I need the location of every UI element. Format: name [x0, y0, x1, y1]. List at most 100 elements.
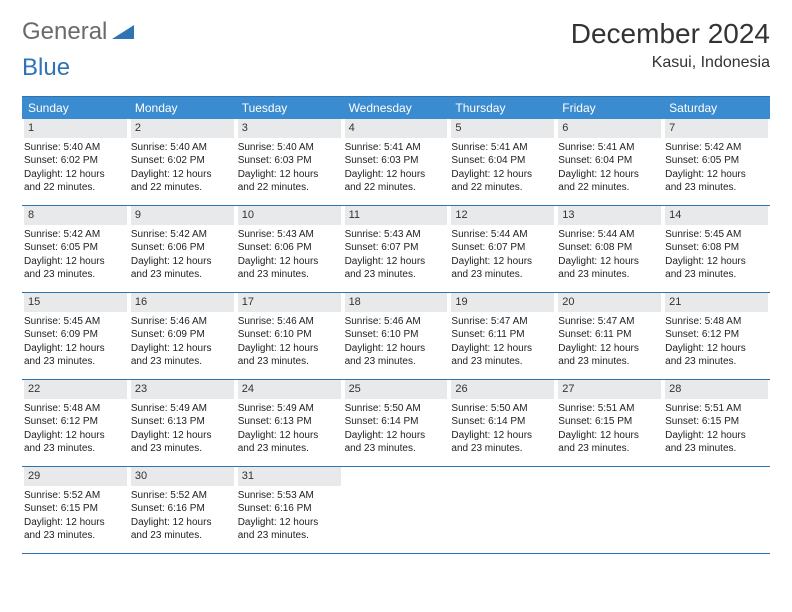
daylight-text: Daylight: 12 hours	[558, 168, 661, 182]
daylight-text: Daylight: 12 hours	[345, 429, 448, 443]
daylight-text: Daylight: 12 hours	[451, 429, 554, 443]
daylight-text: and 22 minutes.	[558, 181, 661, 195]
weekday-thursday: Thursday	[449, 97, 556, 119]
sunrise-text: Sunrise: 5:46 AM	[238, 315, 341, 329]
sunrise-text: Sunrise: 5:45 AM	[24, 315, 127, 329]
day-cell: 1Sunrise: 5:40 AMSunset: 6:02 PMDaylight…	[22, 119, 129, 205]
sunset-text: Sunset: 6:10 PM	[238, 328, 341, 342]
daylight-text: and 23 minutes.	[558, 442, 661, 456]
location: Kasui, Indonesia	[571, 54, 770, 72]
sunset-text: Sunset: 6:09 PM	[24, 328, 127, 342]
calendar: Sunday Monday Tuesday Wednesday Thursday…	[22, 96, 770, 554]
sunset-text: Sunset: 6:15 PM	[558, 415, 661, 429]
sunset-text: Sunset: 6:16 PM	[238, 502, 341, 516]
day-number: 27	[558, 380, 661, 399]
daylight-text: Daylight: 12 hours	[131, 429, 234, 443]
day-number: 11	[345, 206, 448, 225]
logo-triangle-icon	[112, 23, 134, 44]
weekday-friday: Friday	[556, 97, 663, 119]
day-number: 14	[665, 206, 768, 225]
day-cell: 29Sunrise: 5:52 AMSunset: 6:15 PMDayligh…	[22, 467, 129, 553]
daylight-text: and 23 minutes.	[451, 355, 554, 369]
day-number: 1	[24, 119, 127, 138]
day-cell: 28Sunrise: 5:51 AMSunset: 6:15 PMDayligh…	[663, 380, 770, 466]
daylight-text: Daylight: 12 hours	[558, 255, 661, 269]
daylight-text: and 22 minutes.	[451, 181, 554, 195]
day-number: 15	[24, 293, 127, 312]
sunrise-text: Sunrise: 5:48 AM	[665, 315, 768, 329]
sunrise-text: Sunrise: 5:40 AM	[24, 141, 127, 155]
daylight-text: Daylight: 12 hours	[24, 168, 127, 182]
sunset-text: Sunset: 6:07 PM	[345, 241, 448, 255]
day-cell	[556, 467, 663, 553]
day-cell: 21Sunrise: 5:48 AMSunset: 6:12 PMDayligh…	[663, 293, 770, 379]
sunset-text: Sunset: 6:04 PM	[451, 154, 554, 168]
sunrise-text: Sunrise: 5:42 AM	[665, 141, 768, 155]
daylight-text: Daylight: 12 hours	[451, 168, 554, 182]
daylight-text: and 23 minutes.	[558, 268, 661, 282]
day-number: 7	[665, 119, 768, 138]
day-cell: 17Sunrise: 5:46 AMSunset: 6:10 PMDayligh…	[236, 293, 343, 379]
weekday-wednesday: Wednesday	[343, 97, 450, 119]
day-cell: 22Sunrise: 5:48 AMSunset: 6:12 PMDayligh…	[22, 380, 129, 466]
day-cell: 9 Sunrise: 5:42 AMSunset: 6:06 PMDaylight…	[129, 206, 236, 292]
day-cell: 7Sunrise: 5:42 AMSunset: 6:05 PMDaylight…	[663, 119, 770, 205]
day-number: 9	[131, 206, 234, 225]
day-cell	[663, 467, 770, 553]
daylight-text: and 23 minutes.	[131, 529, 234, 543]
daylight-text: and 23 minutes.	[131, 355, 234, 369]
sunset-text: Sunset: 6:06 PM	[131, 241, 234, 255]
daylight-text: and 23 minutes.	[238, 442, 341, 456]
daylight-text: Daylight: 12 hours	[238, 168, 341, 182]
logo-text-blue: Blue	[22, 54, 70, 81]
day-number: 24	[238, 380, 341, 399]
daylight-text: Daylight: 12 hours	[238, 429, 341, 443]
logo: General	[22, 18, 136, 46]
day-number: 16	[131, 293, 234, 312]
day-number: 10	[238, 206, 341, 225]
sunrise-text: Sunrise: 5:45 AM	[665, 228, 768, 242]
sunset-text: Sunset: 6:04 PM	[558, 154, 661, 168]
week-row: 29Sunrise: 5:52 AMSunset: 6:15 PMDayligh…	[22, 467, 770, 554]
daylight-text: Daylight: 12 hours	[345, 342, 448, 356]
daylight-text: Daylight: 12 hours	[451, 255, 554, 269]
daylight-text: Daylight: 12 hours	[665, 255, 768, 269]
daylight-text: Daylight: 12 hours	[24, 255, 127, 269]
day-cell: 10Sunrise: 5:43 AMSunset: 6:06 PMDayligh…	[236, 206, 343, 292]
daylight-text: Daylight: 12 hours	[131, 255, 234, 269]
daylight-text: Daylight: 12 hours	[345, 255, 448, 269]
daylight-text: Daylight: 12 hours	[345, 168, 448, 182]
day-number: 12	[451, 206, 554, 225]
sunrise-text: Sunrise: 5:42 AM	[131, 228, 234, 242]
sunrise-text: Sunrise: 5:46 AM	[345, 315, 448, 329]
day-number: 23	[131, 380, 234, 399]
sunset-text: Sunset: 6:10 PM	[345, 328, 448, 342]
daylight-text: and 23 minutes.	[238, 268, 341, 282]
sunrise-text: Sunrise: 5:50 AM	[451, 402, 554, 416]
day-number: 3	[238, 119, 341, 138]
week-row: 15Sunrise: 5:45 AMSunset: 6:09 PMDayligh…	[22, 293, 770, 380]
sunrise-text: Sunrise: 5:42 AM	[24, 228, 127, 242]
day-cell: 31Sunrise: 5:53 AMSunset: 6:16 PMDayligh…	[236, 467, 343, 553]
day-number: 6	[558, 119, 661, 138]
day-number: 13	[558, 206, 661, 225]
sunrise-text: Sunrise: 5:51 AM	[665, 402, 768, 416]
sunset-text: Sunset: 6:12 PM	[24, 415, 127, 429]
day-number: 21	[665, 293, 768, 312]
daylight-text: Daylight: 12 hours	[665, 429, 768, 443]
day-number: 18	[345, 293, 448, 312]
sunset-text: Sunset: 6:08 PM	[558, 241, 661, 255]
daylight-text: and 22 minutes.	[238, 181, 341, 195]
sunset-text: Sunset: 6:12 PM	[665, 328, 768, 342]
sunset-text: Sunset: 6:09 PM	[131, 328, 234, 342]
day-cell: 12Sunrise: 5:44 AMSunset: 6:07 PMDayligh…	[449, 206, 556, 292]
weeks-container: 1Sunrise: 5:40 AMSunset: 6:02 PMDaylight…	[22, 119, 770, 554]
daylight-text: and 23 minutes.	[131, 268, 234, 282]
sunset-text: Sunset: 6:13 PM	[238, 415, 341, 429]
sunset-text: Sunset: 6:14 PM	[345, 415, 448, 429]
daylight-text: and 23 minutes.	[558, 355, 661, 369]
day-cell: 5Sunrise: 5:41 AMSunset: 6:04 PMDaylight…	[449, 119, 556, 205]
sunset-text: Sunset: 6:08 PM	[665, 241, 768, 255]
day-number: 5	[451, 119, 554, 138]
sunrise-text: Sunrise: 5:41 AM	[558, 141, 661, 155]
